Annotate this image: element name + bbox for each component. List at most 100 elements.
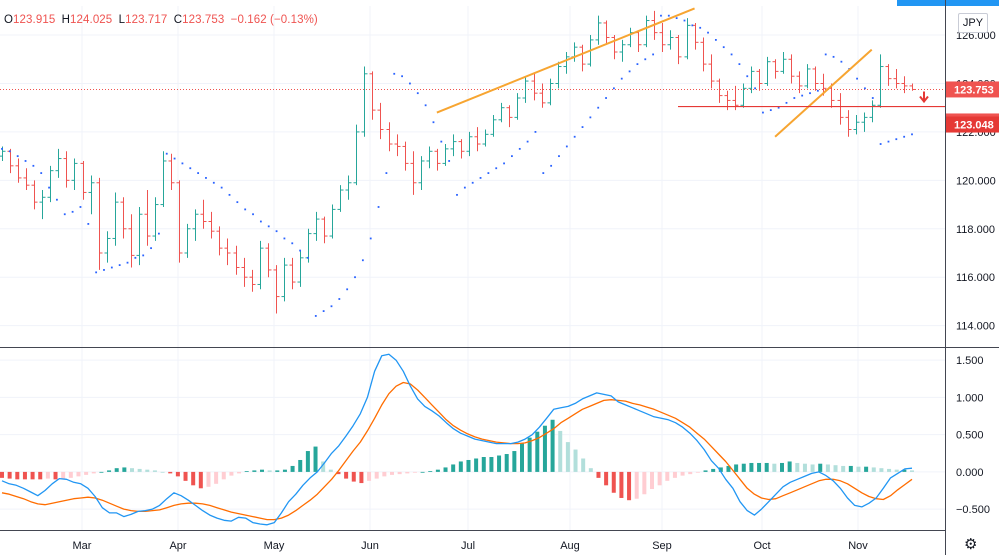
sar-dot — [205, 177, 207, 179]
sar-dot — [487, 172, 490, 174]
ohlc-bar — [96, 177, 103, 270]
sar-dot — [110, 266, 113, 269]
histogram-bar — [237, 471, 242, 474]
histogram-bar — [627, 471, 632, 501]
histogram-bar — [894, 469, 899, 472]
histogram-bar — [650, 471, 654, 490]
currency-badge[interactable]: JPY — [958, 13, 988, 33]
sar-dot — [550, 164, 553, 167]
top-accent-bar — [897, 0, 999, 6]
histogram-bar — [114, 468, 119, 472]
ohlc-bar — [418, 156, 425, 191]
histogram-bar — [734, 464, 739, 472]
close-key: C — [173, 14, 183, 26]
histogram-bar — [634, 471, 639, 499]
histogram-bar — [206, 471, 211, 487]
sar-dot — [793, 97, 796, 99]
month-tick-label: Apr — [169, 540, 186, 552]
ohlc-bar — [249, 269, 256, 292]
sar-dot — [283, 237, 286, 240]
ohlc-bar — [619, 39, 626, 62]
ohlc-bar — [635, 30, 642, 53]
histogram-bar — [107, 470, 112, 472]
histogram-bar — [183, 471, 188, 481]
histogram-bar — [665, 471, 670, 481]
sar-dot — [307, 256, 309, 259]
price-tick-label: 120.000 — [956, 175, 996, 187]
sar-dot — [660, 14, 662, 17]
sar-dot — [346, 288, 349, 291]
sar-dot — [683, 19, 686, 22]
ohlc-bar — [7, 148, 14, 174]
high-key: H — [61, 14, 71, 26]
histogram-bar — [382, 471, 387, 477]
histogram-bar — [780, 462, 784, 472]
sar-dot — [589, 116, 592, 119]
sar-dot — [565, 145, 568, 148]
ohlc-bar — [796, 71, 803, 94]
sar-dot — [777, 106, 780, 109]
sar-dot — [573, 135, 576, 138]
close-value: 123.753 — [182, 14, 225, 26]
sar-dot — [244, 208, 247, 211]
ohlc-bar — [434, 148, 441, 171]
histogram-bar — [802, 463, 807, 472]
month-tick-label: Sep — [652, 540, 672, 552]
histogram-bar — [902, 469, 907, 472]
sar-dot — [409, 82, 411, 85]
sar-dot — [832, 55, 835, 58]
histogram-bar — [122, 467, 127, 472]
sar-dot — [652, 53, 655, 56]
price-axis: 126.000124.000122.000120.000118.000116.0… — [956, 30, 996, 333]
sar-dot — [762, 111, 764, 114]
sar-dot — [722, 46, 725, 49]
ohlc-bar — [877, 54, 884, 108]
ohlc-bar — [39, 190, 46, 220]
ohlc-bar — [901, 76, 908, 94]
ohlc-bar — [281, 257, 288, 302]
ohlc-bar — [257, 240, 264, 290]
histogram-bar — [795, 462, 800, 472]
histogram-bar — [535, 431, 540, 472]
ohlc-bar — [547, 78, 554, 106]
sar-dot — [424, 104, 427, 107]
gear-icon[interactable]: ⚙ — [964, 536, 978, 553]
ohlc-bar — [55, 148, 62, 178]
ohlc-bar — [216, 226, 223, 256]
histogram-bar — [0, 471, 4, 478]
sar-dot — [267, 225, 270, 228]
ohlc-bar — [845, 110, 852, 137]
ohlc-bar — [740, 83, 747, 108]
sar-dot — [558, 155, 560, 158]
histogram-bar — [191, 471, 196, 486]
histogram-bar — [642, 471, 647, 495]
price-tick-label: 126.000 — [956, 30, 996, 42]
histogram-bar — [504, 454, 509, 472]
price-tick-label: 118.000 — [956, 224, 995, 236]
last-price-label: 123.753 — [954, 84, 994, 96]
histogram-bar — [481, 457, 486, 472]
sar-dot — [197, 172, 200, 174]
price-tick-label: 114.000 — [956, 321, 995, 333]
sar-dot — [879, 143, 882, 145]
sar-dot — [299, 249, 302, 252]
histogram-bar — [703, 470, 708, 472]
histogram-bar — [61, 471, 66, 479]
trendline — [436, 7, 695, 114]
sar-dot — [840, 60, 843, 63]
histogram-bar — [412, 471, 417, 473]
last-price-label-bg — [946, 81, 999, 98]
histogram-bar — [527, 437, 532, 472]
histogram-bar — [611, 471, 616, 493]
sar-dot — [79, 206, 82, 208]
ohlc-bar — [700, 37, 707, 72]
sar-dot — [24, 160, 27, 162]
month-tick-label: Jun — [361, 540, 379, 552]
histogram-bar — [53, 471, 58, 480]
histogram-bar — [344, 471, 349, 479]
histogram-bar — [321, 461, 326, 472]
ohlc-bar — [297, 250, 304, 287]
price-labels: 123.753 12:02:20 123.048 — [946, 81, 999, 133]
macd-histogram — [0, 419, 914, 501]
